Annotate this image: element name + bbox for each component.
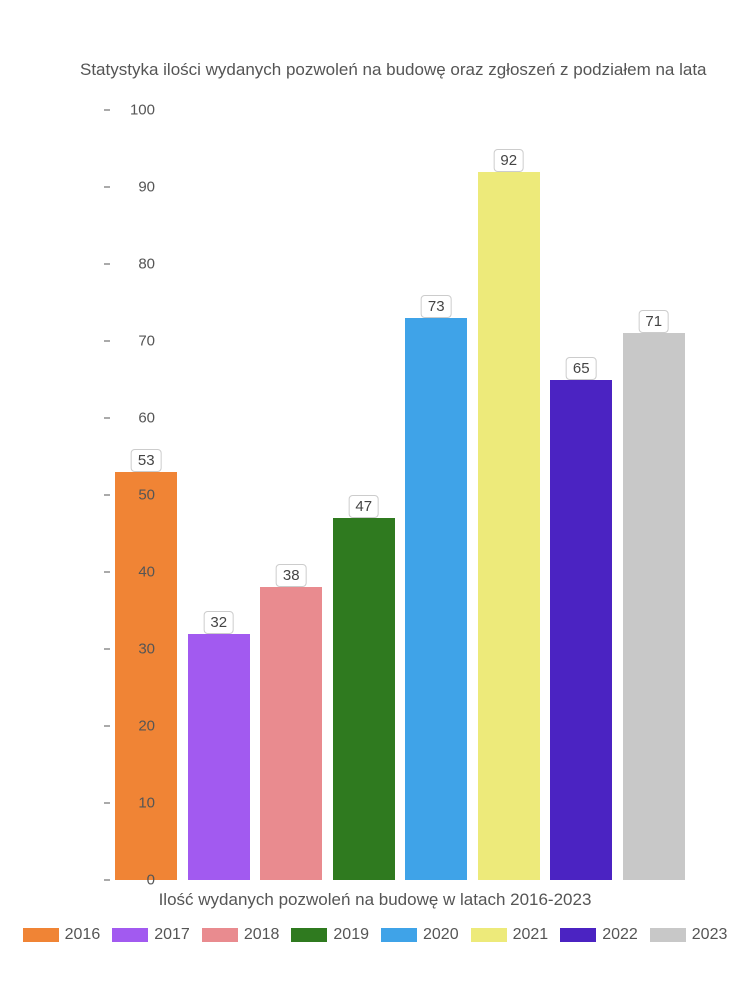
legend-text: 2019 <box>333 926 369 943</box>
legend-swatch <box>560 928 596 942</box>
legend-swatch <box>381 928 417 942</box>
legend-item-2016: 2016 <box>23 920 101 950</box>
bar-2016 <box>115 472 177 880</box>
chart-title: Statystyka ilości wydanych pozwoleń na b… <box>80 60 707 80</box>
y-tick-label: 70 <box>138 333 155 350</box>
legend-item-2018: 2018 <box>202 920 280 950</box>
bar-2019 <box>333 518 395 880</box>
bar-value-label: 47 <box>348 495 379 518</box>
bar-2022 <box>550 380 612 881</box>
y-tick-mark <box>104 340 110 342</box>
bar-value-label: 32 <box>203 611 234 634</box>
y-tick-label: 20 <box>138 718 155 735</box>
y-tick-label: 60 <box>138 410 155 427</box>
legend-swatch <box>650 928 686 942</box>
bar-2018 <box>260 587 322 880</box>
legend-swatch <box>202 928 238 942</box>
bar-value-label: 92 <box>493 149 524 172</box>
legend-text: 2023 <box>692 926 728 943</box>
y-tick-mark <box>104 263 110 265</box>
y-tick-mark <box>104 494 110 496</box>
legend-item-2020: 2020 <box>381 920 459 950</box>
legend-item-2023: 2023 <box>650 920 728 950</box>
x-axis-label: Ilość wydanych pozwoleń na budowę w lata… <box>0 890 750 910</box>
legend-swatch <box>291 928 327 942</box>
legend-text: 2020 <box>423 926 459 943</box>
bar-2020 <box>405 318 467 880</box>
y-tick-label: 0 <box>147 872 155 889</box>
legend-swatch <box>112 928 148 942</box>
bar-2017 <box>188 634 250 880</box>
legend-swatch <box>471 928 507 942</box>
y-tick-mark <box>104 417 110 419</box>
bar-2023 <box>623 333 685 880</box>
y-tick-label: 80 <box>138 256 155 273</box>
y-tick-label: 100 <box>130 102 155 119</box>
y-tick-label: 90 <box>138 179 155 196</box>
legend-item-2021: 2021 <box>471 920 549 950</box>
legend-item-2017: 2017 <box>112 920 190 950</box>
y-tick-label: 30 <box>138 641 155 658</box>
y-tick-mark <box>104 648 110 650</box>
bar-value-label: 53 <box>131 449 162 472</box>
plot-area: 53 32 38 47 73 92 65 71 <box>110 110 690 880</box>
bar-value-label: 73 <box>421 295 452 318</box>
y-tick-mark <box>104 571 110 573</box>
legend-item-2022: 2022 <box>560 920 638 950</box>
y-tick-label: 10 <box>138 795 155 812</box>
legend-text: 2021 <box>513 926 549 943</box>
legend-swatch <box>23 928 59 942</box>
legend-text: 2018 <box>244 926 280 943</box>
y-tick-mark <box>104 802 110 804</box>
legend-item-2019: 2019 <box>291 920 369 950</box>
y-tick-mark <box>104 725 110 727</box>
legend-text: 2022 <box>602 926 638 943</box>
y-tick-mark <box>104 879 110 881</box>
y-tick-mark <box>104 186 110 188</box>
legend: 2016 2017 2018 2019 2020 2021 2022 2023 <box>0 920 750 950</box>
bar-value-label: 38 <box>276 564 307 587</box>
legend-text: 2016 <box>65 926 101 943</box>
bar-2021 <box>478 172 540 880</box>
y-tick-label: 40 <box>138 564 155 581</box>
bar-value-label: 71 <box>638 310 669 333</box>
bar-value-label: 65 <box>566 357 597 380</box>
y-tick-label: 50 <box>138 487 155 504</box>
y-tick-mark <box>104 109 110 111</box>
legend-text: 2017 <box>154 926 190 943</box>
